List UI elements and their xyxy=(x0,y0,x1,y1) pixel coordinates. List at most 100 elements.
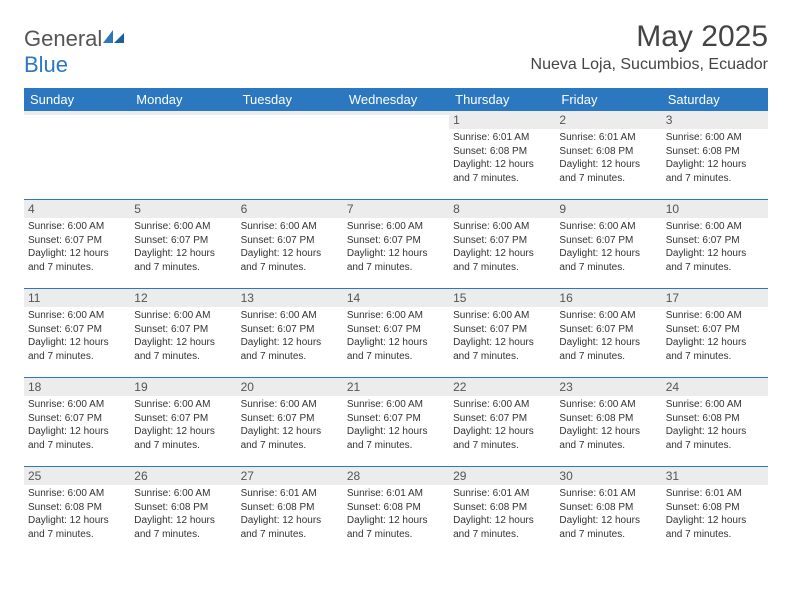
day-line: Sunset: 6:08 PM xyxy=(453,501,551,515)
day-line: Daylight: 12 hours and 7 minutes. xyxy=(666,514,764,541)
day-content: Sunrise: 6:00 AMSunset: 6:07 PMDaylight:… xyxy=(555,307,661,367)
day-line: Sunset: 6:07 PM xyxy=(453,323,551,337)
day-number: 16 xyxy=(555,289,661,307)
day-line: Sunrise: 6:00 AM xyxy=(666,220,764,234)
weekday-header: Saturday xyxy=(662,88,768,111)
day-content: Sunrise: 6:01 AMSunset: 6:08 PMDaylight:… xyxy=(449,129,555,189)
day-line: Sunset: 6:07 PM xyxy=(134,323,232,337)
day-line: Sunset: 6:07 PM xyxy=(241,412,339,426)
day-line: Sunset: 6:07 PM xyxy=(453,412,551,426)
day-number: 31 xyxy=(662,467,768,485)
calendar-table: Sunday Monday Tuesday Wednesday Thursday… xyxy=(24,88,768,555)
day-content: Sunrise: 6:00 AMSunset: 6:07 PMDaylight:… xyxy=(343,218,449,278)
day-line: Sunrise: 6:00 AM xyxy=(347,398,445,412)
day-line: Sunset: 6:08 PM xyxy=(453,145,551,159)
day-content: Sunrise: 6:00 AMSunset: 6:07 PMDaylight:… xyxy=(24,218,130,278)
day-content: Sunrise: 6:01 AMSunset: 6:08 PMDaylight:… xyxy=(343,485,449,545)
day-number: 5 xyxy=(130,200,236,218)
day-number: 30 xyxy=(555,467,661,485)
weekday-header: Wednesday xyxy=(343,88,449,111)
day-content: Sunrise: 6:01 AMSunset: 6:08 PMDaylight:… xyxy=(555,129,661,189)
calendar-day-cell: 6Sunrise: 6:00 AMSunset: 6:07 PMDaylight… xyxy=(237,200,343,289)
day-line: Sunset: 6:07 PM xyxy=(347,323,445,337)
day-line: Daylight: 12 hours and 7 minutes. xyxy=(453,158,551,185)
day-content: Sunrise: 6:00 AMSunset: 6:07 PMDaylight:… xyxy=(449,307,555,367)
calendar-week-row: 11Sunrise: 6:00 AMSunset: 6:07 PMDayligh… xyxy=(24,289,768,378)
day-line: Daylight: 12 hours and 7 minutes. xyxy=(453,514,551,541)
day-number: 9 xyxy=(555,200,661,218)
day-line: Sunrise: 6:00 AM xyxy=(666,309,764,323)
day-line: Daylight: 12 hours and 7 minutes. xyxy=(453,336,551,363)
day-line: Sunrise: 6:00 AM xyxy=(453,309,551,323)
logo: General Blue xyxy=(24,20,126,78)
weekday-header: Friday xyxy=(555,88,661,111)
calendar-day-cell: 8Sunrise: 6:00 AMSunset: 6:07 PMDaylight… xyxy=(449,200,555,289)
day-number: 23 xyxy=(555,378,661,396)
day-content: Sunrise: 6:00 AMSunset: 6:07 PMDaylight:… xyxy=(24,307,130,367)
day-number: 15 xyxy=(449,289,555,307)
day-line: Daylight: 12 hours and 7 minutes. xyxy=(134,247,232,274)
day-content: Sunrise: 6:01 AMSunset: 6:08 PMDaylight:… xyxy=(449,485,555,545)
day-line: Sunset: 6:08 PM xyxy=(134,501,232,515)
day-line: Sunset: 6:07 PM xyxy=(453,234,551,248)
day-line: Sunrise: 6:01 AM xyxy=(453,487,551,501)
day-line: Daylight: 12 hours and 7 minutes. xyxy=(559,247,657,274)
day-line: Sunrise: 6:00 AM xyxy=(666,398,764,412)
day-number: 6 xyxy=(237,200,343,218)
day-line: Sunrise: 6:00 AM xyxy=(134,398,232,412)
logo-mark-icon xyxy=(102,28,126,46)
day-line: Sunset: 6:08 PM xyxy=(28,501,126,515)
day-content: Sunrise: 6:00 AMSunset: 6:07 PMDaylight:… xyxy=(130,396,236,456)
day-number: 2 xyxy=(555,111,661,129)
calendar-week-row: 1Sunrise: 6:01 AMSunset: 6:08 PMDaylight… xyxy=(24,111,768,200)
day-content xyxy=(343,115,449,121)
month-title: May 2025 xyxy=(531,20,768,54)
day-line: Sunset: 6:07 PM xyxy=(347,412,445,426)
logo-text-blue: Blue xyxy=(24,52,68,77)
day-content xyxy=(130,115,236,121)
calendar-day-cell: 24Sunrise: 6:00 AMSunset: 6:08 PMDayligh… xyxy=(662,378,768,467)
day-line: Sunrise: 6:00 AM xyxy=(134,487,232,501)
day-content: Sunrise: 6:01 AMSunset: 6:08 PMDaylight:… xyxy=(555,485,661,545)
day-number: 4 xyxy=(24,200,130,218)
calendar-day-cell: 17Sunrise: 6:00 AMSunset: 6:07 PMDayligh… xyxy=(662,289,768,378)
day-line: Daylight: 12 hours and 7 minutes. xyxy=(241,336,339,363)
weekday-header: Thursday xyxy=(449,88,555,111)
calendar-day-cell xyxy=(343,111,449,200)
day-content: Sunrise: 6:00 AMSunset: 6:07 PMDaylight:… xyxy=(130,218,236,278)
day-line: Daylight: 12 hours and 7 minutes. xyxy=(28,514,126,541)
day-line: Daylight: 12 hours and 7 minutes. xyxy=(559,514,657,541)
calendar-day-cell: 26Sunrise: 6:00 AMSunset: 6:08 PMDayligh… xyxy=(130,467,236,556)
day-line: Daylight: 12 hours and 7 minutes. xyxy=(241,247,339,274)
calendar-day-cell: 19Sunrise: 6:00 AMSunset: 6:07 PMDayligh… xyxy=(130,378,236,467)
header: General Blue May 2025 Nueva Loja, Sucumb… xyxy=(24,20,768,78)
day-line: Daylight: 12 hours and 7 minutes. xyxy=(453,425,551,452)
day-line: Daylight: 12 hours and 7 minutes. xyxy=(28,425,126,452)
day-line: Daylight: 12 hours and 7 minutes. xyxy=(347,425,445,452)
calendar-day-cell: 5Sunrise: 6:00 AMSunset: 6:07 PMDaylight… xyxy=(130,200,236,289)
calendar-day-cell: 7Sunrise: 6:00 AMSunset: 6:07 PMDaylight… xyxy=(343,200,449,289)
logo-text-general: General xyxy=(24,26,102,51)
day-line: Sunset: 6:07 PM xyxy=(28,323,126,337)
day-line: Sunrise: 6:00 AM xyxy=(28,220,126,234)
day-number: 14 xyxy=(343,289,449,307)
day-line: Sunset: 6:08 PM xyxy=(666,145,764,159)
calendar-day-cell: 4Sunrise: 6:00 AMSunset: 6:07 PMDaylight… xyxy=(24,200,130,289)
calendar-day-cell: 30Sunrise: 6:01 AMSunset: 6:08 PMDayligh… xyxy=(555,467,661,556)
day-line: Daylight: 12 hours and 7 minutes. xyxy=(666,336,764,363)
calendar-day-cell: 12Sunrise: 6:00 AMSunset: 6:07 PMDayligh… xyxy=(130,289,236,378)
calendar-day-cell: 28Sunrise: 6:01 AMSunset: 6:08 PMDayligh… xyxy=(343,467,449,556)
day-line: Daylight: 12 hours and 7 minutes. xyxy=(666,158,764,185)
day-content: Sunrise: 6:00 AMSunset: 6:07 PMDaylight:… xyxy=(130,307,236,367)
day-line: Daylight: 12 hours and 7 minutes. xyxy=(241,425,339,452)
day-number: 20 xyxy=(237,378,343,396)
calendar-day-cell: 2Sunrise: 6:01 AMSunset: 6:08 PMDaylight… xyxy=(555,111,661,200)
day-number: 1 xyxy=(449,111,555,129)
day-line: Sunrise: 6:00 AM xyxy=(559,398,657,412)
day-line: Sunset: 6:08 PM xyxy=(559,501,657,515)
day-line: Daylight: 12 hours and 7 minutes. xyxy=(241,514,339,541)
calendar-body: 1Sunrise: 6:01 AMSunset: 6:08 PMDaylight… xyxy=(24,111,768,555)
day-line: Daylight: 12 hours and 7 minutes. xyxy=(134,514,232,541)
day-content: Sunrise: 6:00 AMSunset: 6:07 PMDaylight:… xyxy=(237,396,343,456)
day-line: Sunset: 6:08 PM xyxy=(559,145,657,159)
